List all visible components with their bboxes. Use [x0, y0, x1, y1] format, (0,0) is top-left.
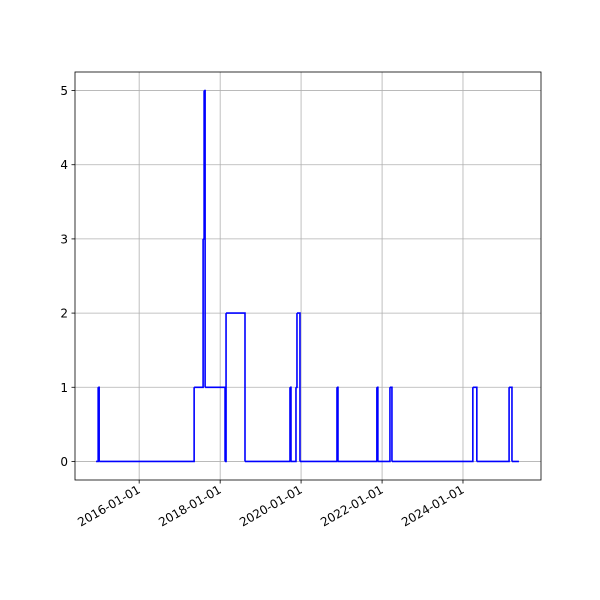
- line-step: [472, 386, 478, 462]
- line-step: [296, 312, 301, 462]
- line-step: [476, 387, 510, 463]
- line-step: [389, 386, 393, 462]
- y-tick-label: 1: [60, 381, 68, 395]
- y-tick-label: 4: [60, 158, 68, 172]
- line-step: [194, 238, 204, 389]
- line-step: [509, 386, 513, 462]
- line-step: [204, 89, 206, 388]
- line-step: [290, 387, 297, 463]
- line-step: [376, 386, 379, 462]
- y-tick-label: 0: [60, 455, 68, 469]
- line-step: [99, 387, 195, 463]
- plot-frame: [74, 71, 542, 481]
- line-step: [337, 387, 378, 463]
- line-step: [299, 387, 338, 463]
- line-step: [391, 387, 474, 463]
- line-step: [96, 387, 99, 463]
- line-step: [225, 313, 227, 463]
- line-step: [226, 312, 246, 462]
- line-step: [289, 386, 292, 462]
- line-step: [205, 386, 226, 462]
- line-step: [244, 387, 291, 463]
- line-step: [377, 387, 391, 463]
- line-step: [98, 386, 100, 462]
- line-step: [336, 386, 339, 462]
- line-step: [295, 313, 298, 389]
- y-tick-label: 3: [60, 232, 68, 246]
- y-tick-label: 2: [60, 307, 68, 321]
- line-step: [203, 90, 205, 240]
- y-tick-label: 5: [60, 84, 68, 98]
